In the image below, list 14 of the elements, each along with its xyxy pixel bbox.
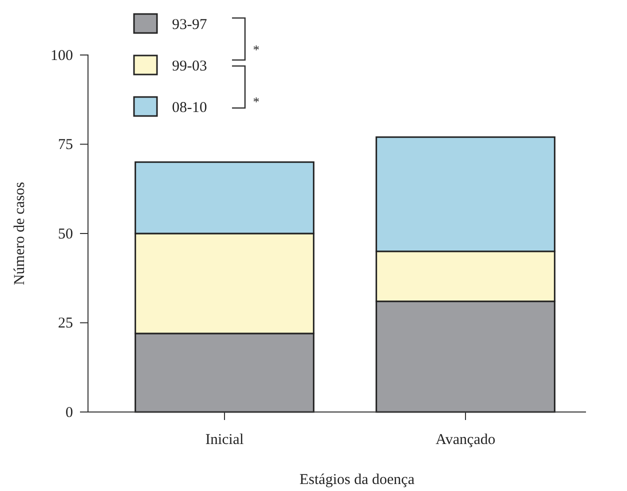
legend-label: 08-10 [172, 100, 207, 116]
y-tick-label: 0 [66, 404, 73, 421]
y-tick-label: 75 [58, 137, 73, 154]
annotation: * [253, 94, 260, 109]
y-tick-label: 50 [58, 226, 73, 242]
x-tick-label: Inicial [205, 432, 244, 448]
annotation: * [253, 42, 260, 57]
y-tick-label: 100 [50, 48, 73, 64]
y-axis-title: Número de casos [12, 182, 28, 286]
legend-label: 99-03 [172, 58, 207, 74]
y-tick-label: 25 [58, 316, 73, 332]
legend-label: 93-97 [172, 17, 208, 33]
x-axis-title: Estágios da doença [300, 472, 415, 488]
x-tick-label: Avançado [436, 432, 496, 448]
